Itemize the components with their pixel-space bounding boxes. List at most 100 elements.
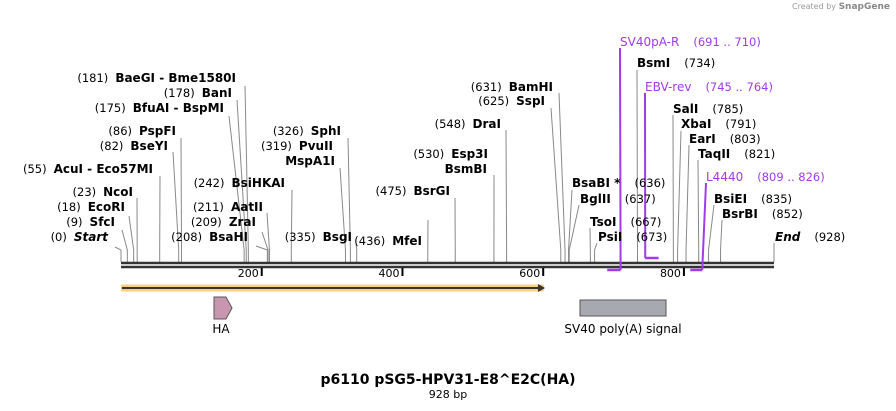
primer-label[interactable]: SV40pA-R (691 .. 710) [620,34,761,50]
cut-site-line [236,99,247,262]
enzyme-site-label[interactable]: BsmI (734) [637,55,715,71]
snapgene-credit: Created by SnapGene [792,2,890,12]
enzyme-site-label[interactable]: (55) AcuI - Eco57MI [23,161,153,177]
enzyme-name: BsrGI [413,184,450,198]
primer-mark[interactable] [644,92,659,260]
enzyme-site-label[interactable]: TaqII (821) [698,146,775,162]
enzyme-position: (928) [814,230,846,244]
enzyme-position: (178) [163,86,195,100]
enzyme-position: (803) [729,132,761,146]
primer-range: (691 .. 710) [693,35,761,49]
primer-name: SV40pA-R [620,35,680,49]
enzyme-site-label[interactable]: (631) BamHI [471,79,553,95]
primer-mark[interactable] [690,182,707,272]
enzyme-position: (208) [171,230,203,244]
enzyme-name: BsaBI * [572,176,621,190]
enzyme-position: (631) [470,80,502,94]
enzyme-position: (18) [57,200,81,214]
enzyme-site-label[interactable]: (178) BanI [164,85,232,101]
orf-feature-arrow[interactable] [121,284,545,292]
ruler-tick-label: 800 [659,267,681,280]
enzyme-site-label[interactable]: (242) BsiHKAI [194,175,285,191]
enzyme-site-label[interactable]: BglII (637) [580,191,656,207]
enzyme-site-label[interactable]: BsaBI * (636) [572,175,665,191]
enzyme-site-label[interactable]: (86) PspFI [108,123,176,139]
enzyme-site-label[interactable]: TsoI (667) [590,214,661,230]
enzyme-name: BsgI [322,230,352,244]
enzyme-site-label[interactable]: (530) Esp3I [413,146,488,162]
enzyme-site-label[interactable]: (475) BsrGI [376,183,450,199]
enzyme-position: (319) [260,139,292,153]
primer-label[interactable]: EBV-rev (745 .. 764) [645,79,773,95]
enzyme-name: BanI [201,86,232,100]
primer-label[interactable]: L4440 (809 .. 826) [706,169,825,185]
enzyme-site-label[interactable]: PsiI (673) [598,229,667,245]
cut-site-line [568,204,580,262]
enzyme-site-label[interactable]: (23) NcoI [73,184,133,200]
cut-site-line [114,246,122,262]
enzyme-site-label[interactable]: (548) DraI [435,116,501,132]
enzyme-site-label[interactable]: (208) BsaHI [171,229,248,245]
enzyme-site-label[interactable]: (319) PvuII [261,138,333,154]
cut-site-line [550,107,562,262]
enzyme-position: (436) [354,234,386,248]
enzyme-site-label[interactable]: (625) SspI [478,93,545,109]
enzyme-name: Esp3I [451,147,488,161]
enzyme-position: (852) [771,207,803,221]
enzyme-name: SspI [516,94,545,108]
ha-feature-label: HA [212,322,230,336]
enzyme-site-label[interactable]: (175) BfuAI - BspMI [95,100,224,116]
enzyme-site-label[interactable]: (82) BseYI [100,138,168,154]
cut-site-line [228,115,245,262]
sequence-title: p6110 pSG5-HPV31-E8^E2C(HA) [320,372,576,388]
enzyme-position: (242) [193,176,225,190]
enzyme-name: EcoRI [87,200,125,214]
enzyme-name: AatII [230,200,263,214]
enzyme-site-label[interactable]: (436) MfeI [354,233,422,249]
enzyme-site-label[interactable]: (0) Start [51,229,108,245]
enzyme-position: (175) [94,101,126,115]
enzyme-position: (82) [99,139,124,153]
enzyme-name: BsiHKAI [231,176,286,190]
enzyme-site-label[interactable]: (209) ZraI [191,214,256,230]
enzyme-name: BsiEI [714,192,748,206]
enzyme-name: SalI [673,102,699,116]
enzyme-name: EarI [689,132,716,146]
enzyme-site-label[interactable]: (18) EcoRI [57,199,125,215]
enzyme-site-label[interactable]: (326) SphI [273,123,341,139]
enzyme-name: TaqII [698,147,731,161]
enzyme-site-label[interactable]: EarI (803) [689,131,761,147]
enzyme-site-label[interactable]: (211) AatII [193,199,263,215]
primer-mark[interactable] [607,47,622,272]
enzyme-name: XbaI [681,117,712,131]
enzyme-name: NcoI [103,185,133,199]
enzyme-name: PvuII [298,139,333,153]
cut-site-line [244,85,249,262]
enzyme-site-label[interactable]: (335) BsgI [285,229,352,245]
enzyme-position: (636) [634,176,666,190]
sv40-polya-feature-box[interactable] [579,299,667,317]
credit-brand: SnapGene [838,2,890,12]
cut-site-line [697,159,700,262]
enzyme-position: (548) [434,117,466,131]
enzyme-name: DraI [472,117,501,131]
enzyme-site-label[interactable]: BsmBI [445,161,487,177]
credit-prefix: Created by [792,2,837,11]
enzyme-site-label[interactable]: BsiEI (835) [714,191,792,207]
enzyme-site-label[interactable]: (9) SfcI [66,214,115,230]
enzyme-site-label[interactable]: SalI (785) [673,101,743,117]
cut-site-line [568,189,573,262]
enzyme-position: (530) [413,147,445,161]
cut-site-line [505,129,508,262]
enzyme-site-label[interactable]: (181) BaeGI - Bme1580I [77,70,236,86]
enzyme-site-label[interactable]: End (928) [775,229,845,245]
cut-site-line [180,137,183,262]
enzyme-site-label[interactable]: BsrBI (852) [722,206,803,222]
enzyme-site-label[interactable]: MspA1I [285,153,335,169]
enzyme-position: (791) [725,117,757,131]
enzyme-name: BsaHI [209,230,248,244]
enzyme-name: SfcI [89,215,115,229]
ha-feature-arrow[interactable] [213,296,233,320]
enzyme-site-label[interactable]: XbaI (791) [681,116,756,132]
enzyme-name: MfeI [392,234,422,248]
